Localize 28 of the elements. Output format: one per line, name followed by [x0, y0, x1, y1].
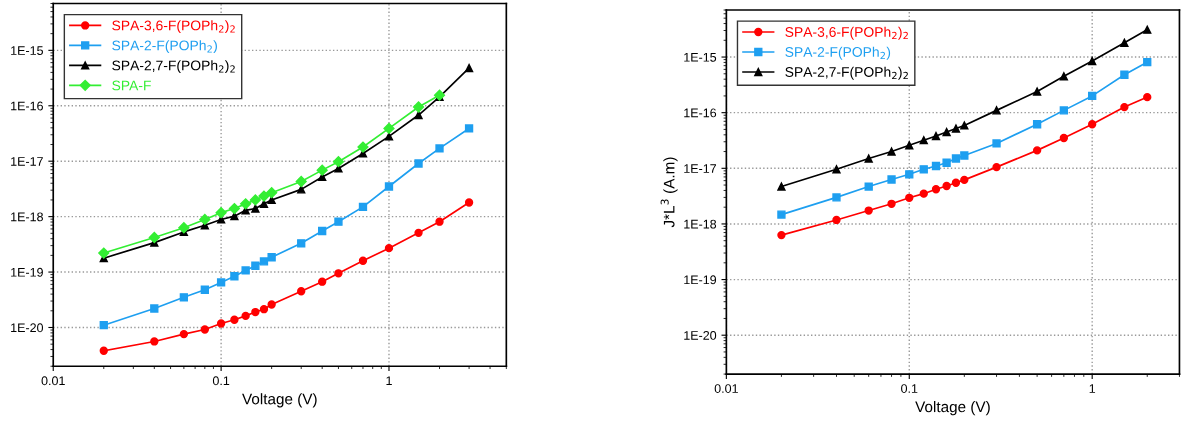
legend-label: SPA-3,6-F(POPh$_{2}$)$_{2}$: [785, 26, 908, 40]
y-tick-label: 1E-17: [684, 164, 717, 173]
legend-label: SPA-2-F(POPh$_{2}$): [785, 46, 891, 60]
y-tick-label: 1E-18: [684, 219, 717, 229]
y-tick-label: 1E-15: [11, 46, 43, 55]
x-tick-label: 0.01: [41, 376, 65, 386]
x-tick-label: 0.01: [714, 384, 738, 393]
y-tick-label: 1E-16: [684, 108, 717, 118]
y-tick-label: 1E-19: [684, 275, 717, 285]
x-axis-title: Voltage (V): [915, 401, 990, 416]
legend-label: SPA-3,6-F(POPh$_{2}$)$_{2}$: [112, 20, 235, 34]
y-tick-label: 1E-17: [11, 157, 43, 166]
y-tick-label: 1E-18: [11, 212, 43, 222]
y-tick-label: 1E-20: [11, 323, 44, 333]
y-tick-label: 1E-16: [11, 101, 43, 111]
x-axis-title: Voltage (V): [242, 393, 317, 408]
y-axis-title: J*L$^{3}$ (A.m): [660, 157, 678, 228]
y-tick-label: 1E-19: [11, 267, 43, 277]
legend-label: SPA-2-F(POPh$_{2}$): [112, 40, 217, 54]
x-tick-label: 0.1: [901, 384, 918, 393]
x-tick-label: 1: [1089, 384, 1096, 393]
legend-label: SPA-2,7-F(POPh$_{2}$)$_{2}$: [785, 66, 908, 80]
x-tick-label: 1: [386, 376, 392, 386]
legend-label: SPA-F: [112, 80, 151, 91]
y-tick-label: 1E-15: [684, 52, 717, 62]
x-tick-label: 0.1: [212, 376, 230, 386]
y-tick-label: 1E-20: [684, 331, 717, 340]
legend-label: SPA-2,7-F(POPh$_{2}$)$_{2}$: [112, 60, 235, 74]
